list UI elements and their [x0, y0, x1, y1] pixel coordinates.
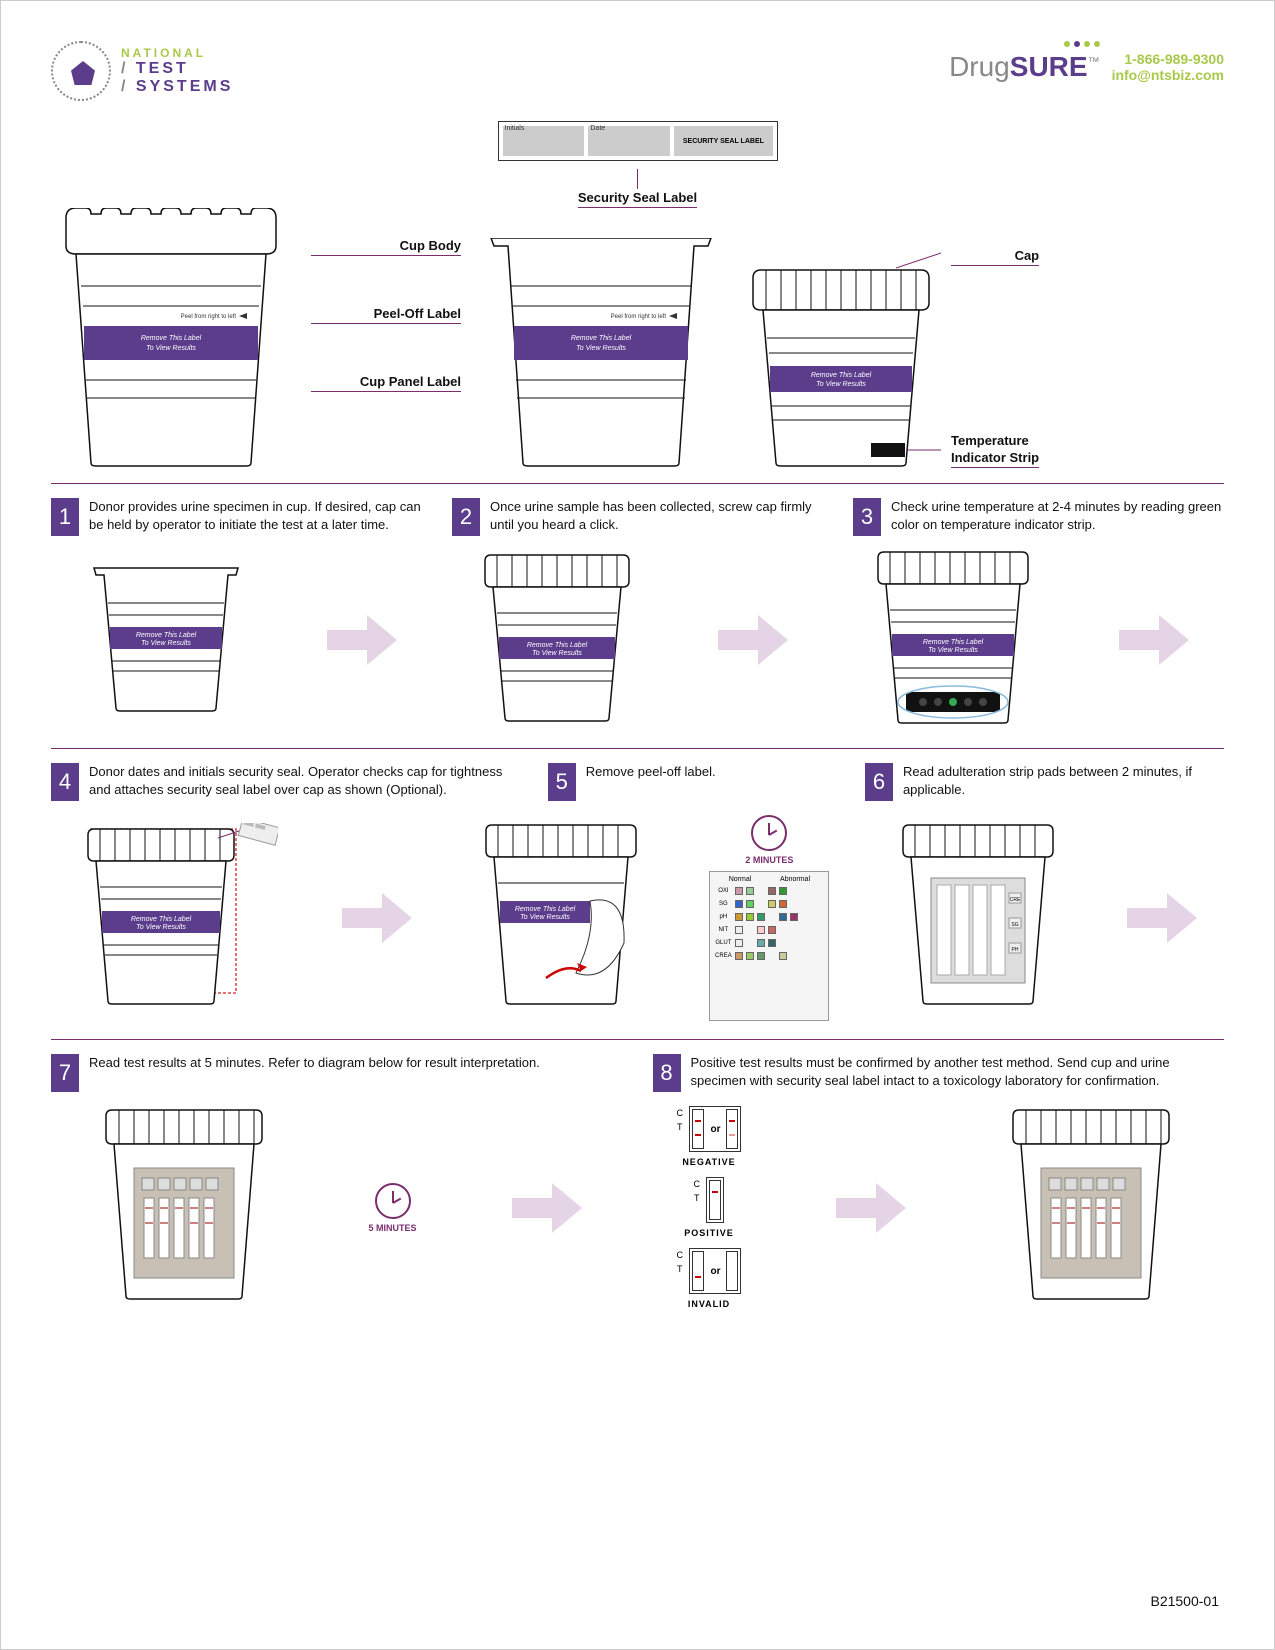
svg-text:To View Results: To View Results [576, 345, 626, 352]
cup-diagram-3: Remove This Label To View Results [741, 248, 941, 473]
svg-text:CRE: CRE [1010, 897, 1021, 903]
logo-national: NATIONAL [121, 47, 233, 60]
dots-icon [949, 41, 1100, 47]
clock-2min: 2 MINUTES [709, 815, 829, 865]
steps-row-1: 1Donor provides urine specimen in cup. I… [51, 498, 1224, 536]
callout-security-seal: Security Seal Label [578, 190, 697, 208]
flow1-cup1: Remove This LabelTo View Results [86, 563, 246, 718]
nts-mark-icon [51, 41, 111, 101]
logo-test: TEST [136, 60, 189, 77]
result-invalid: CT or INVALID [677, 1248, 742, 1309]
callout-cap: Cap [951, 248, 1039, 266]
document-id: B21500-01 [1150, 1593, 1219, 1609]
seal-date-field [588, 126, 670, 156]
arrow-icon [836, 1183, 906, 1233]
flow-row-1: Remove This LabelTo View Results Remove … [51, 550, 1224, 730]
step-3: 3Check urine temperature at 2-4 minutes … [853, 498, 1224, 536]
arrow-icon [512, 1183, 582, 1233]
divider [51, 1039, 1224, 1040]
svg-text:To View Results: To View Results [816, 381, 866, 388]
callout-cup-body: Cup Body [311, 238, 461, 256]
logo-nts: NATIONAL / TEST / SYSTEMS [51, 41, 233, 101]
step-4: 4Donor dates and initials security seal.… [51, 763, 518, 801]
nts-wordmark: NATIONAL / TEST / SYSTEMS [121, 47, 233, 95]
security-seal-sample: SECURITY SEAL LABEL [498, 121, 778, 161]
steps-row-3: 7Read test results at 5 minutes. Refer t… [51, 1054, 1224, 1092]
svg-text:Remove This Label: Remove This Label [571, 335, 632, 342]
seal-pointer-line [637, 169, 638, 189]
clock-icon [751, 815, 787, 851]
svg-text:To View Results: To View Results [136, 924, 186, 931]
result-interpretation: CT or NEGATIVE CT POSITIVE CT or INVALID [677, 1106, 742, 1309]
callouts-column: Cup Body Peel-Off Label Cup Panel Label [311, 208, 461, 473]
component-diagram-row: Remove This Label To View Results Peel f… [51, 208, 1224, 473]
callout-cup-panel: Cup Panel Label [311, 374, 461, 392]
clock-5min: 5 MINUTES [369, 1183, 417, 1233]
cup-diagram-1: Remove This Label To View Results Peel f… [51, 208, 291, 473]
svg-text:Remove This Label: Remove This Label [131, 916, 192, 923]
email-text: info@ntsbiz.com [1112, 67, 1224, 83]
svg-text:Remove This Label: Remove This Label [923, 639, 984, 646]
svg-text:Remove This Label: Remove This Label [141, 335, 202, 342]
drugsure-wordmark: DrugSURE™ [949, 51, 1100, 83]
svg-text:To View Results: To View Results [146, 345, 196, 352]
flow-row-2: Remove This LabelTo View Results Remove … [51, 815, 1224, 1021]
result-negative: CT or NEGATIVE [677, 1106, 742, 1167]
phone-text: 1-866-989-9300 [1112, 51, 1224, 67]
adulteration-chart: NormalAbnormal OXI SG pH NIT GLUT CREA [709, 871, 829, 1021]
step-6: 6Read adulteration strip pads between 2 … [865, 763, 1224, 801]
arrow-icon [1127, 893, 1197, 943]
flow3-cup-final [1001, 1108, 1181, 1308]
steps-row-2: 4Donor dates and initials security seal.… [51, 763, 1224, 801]
cup-diagram-2: Remove This Label To View Results Peel f… [481, 238, 721, 473]
svg-text:Remove This Label: Remove This Label [527, 642, 588, 649]
flow2-cup-panel: CRE SG PH [893, 823, 1063, 1013]
clock-icon [375, 1183, 411, 1219]
svg-text:PH: PH [1012, 947, 1019, 953]
seal-title-field: SECURITY SEAL LABEL [674, 126, 772, 156]
svg-text:Peel from right to left: Peel from right to left [611, 314, 667, 320]
step-1: 1Donor provides urine specimen in cup. I… [51, 498, 422, 536]
flow2-cup-peel: Remove This LabelTo View Results [476, 823, 646, 1013]
svg-text:To View Results: To View Results [141, 640, 191, 647]
flow3-cup-results [94, 1108, 274, 1308]
flow-row-3: 5 MINUTES CT or NEGATIVE CT POSITIVE CT … [51, 1106, 1224, 1309]
logo-systems: SYSTEMS [136, 78, 233, 95]
flow2-cup-seal: Remove This LabelTo View Results [78, 823, 278, 1013]
adulteration-block: 2 MINUTES NormalAbnormal OXI SG pH NIT G… [709, 815, 829, 1021]
svg-text:Remove This Label: Remove This Label [811, 372, 872, 379]
step-2: 2Once urine sample has been collected, s… [452, 498, 823, 536]
svg-text:To View Results: To View Results [520, 914, 570, 921]
arrow-icon [1119, 615, 1189, 665]
step-8: 8Positive test results must be confirmed… [653, 1054, 1225, 1092]
flow1-cup2: Remove This LabelTo View Results [477, 553, 637, 728]
result-positive: CT POSITIVE [684, 1177, 734, 1238]
flow1-cup3: Remove This LabelTo View Results [868, 550, 1038, 730]
svg-text:Remove This Label: Remove This Label [136, 632, 197, 639]
arrow-icon [718, 615, 788, 665]
arrow-icon [327, 615, 397, 665]
step-5: 5Remove peel-off label. [548, 763, 835, 801]
callout-temp-1: Temperature [951, 433, 1039, 450]
header: NATIONAL / TEST / SYSTEMS DrugSURE™ 1-86… [51, 41, 1224, 101]
divider [51, 483, 1224, 484]
callout-temp-2: Indicator Strip [951, 450, 1039, 468]
svg-text:SG: SG [1012, 922, 1019, 928]
instruction-page: NATIONAL / TEST / SYSTEMS DrugSURE™ 1-86… [0, 0, 1275, 1650]
step-7: 7Read test results at 5 minutes. Refer t… [51, 1054, 623, 1092]
callout-peel-off: Peel-Off Label [311, 306, 461, 324]
arrow-icon [342, 893, 412, 943]
seal-initials-field [503, 126, 585, 156]
svg-text:Peel from right to left: Peel from right to left [181, 314, 237, 320]
svg-text:To View Results: To View Results [532, 650, 582, 657]
divider [51, 748, 1224, 749]
svg-text:Remove This Label: Remove This Label [514, 906, 575, 913]
logo-drugsure-block: DrugSURE™ 1-866-989-9300 info@ntsbiz.com [949, 41, 1224, 83]
svg-text:To View Results: To View Results [928, 647, 978, 654]
